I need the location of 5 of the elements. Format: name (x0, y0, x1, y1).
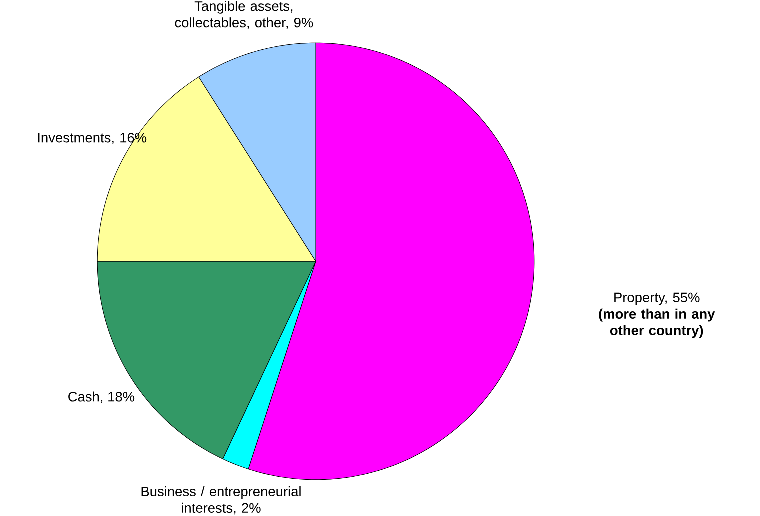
slice-label: Property, 55% (614, 292, 700, 306)
slice-label: Cash, 18% (68, 392, 135, 404)
slice-label: Tangible assets, collectables, other, 9% (175, 1, 314, 30)
slice-label: Business / entrepreneurial interests, 2% (142, 486, 301, 515)
text: (more than in any other country) (599, 309, 716, 338)
